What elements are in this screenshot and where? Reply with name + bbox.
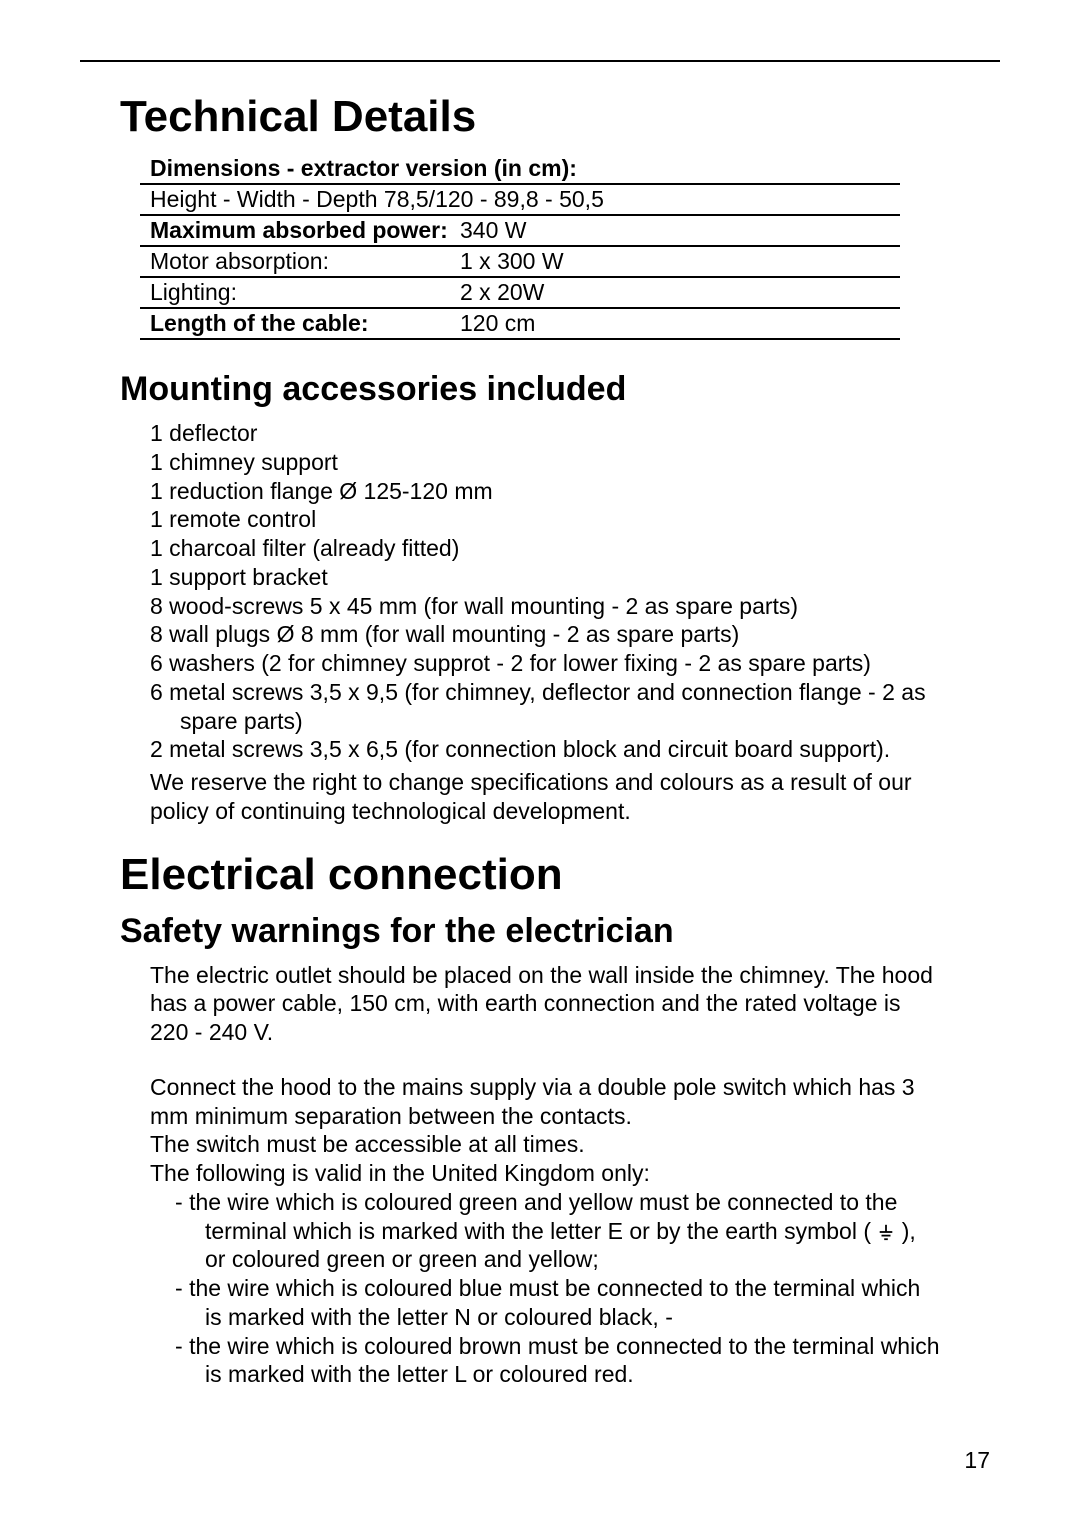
heading-safety-warnings: Safety warnings for the electrician [120,912,1000,951]
dash: - [175,1333,189,1359]
ground-icon [877,1223,895,1241]
list-item: 1 support bracket [150,563,940,592]
spec-motor-label: Motor absorption: [150,248,460,275]
list-item: 6 washers (2 for chimney supprot - 2 for… [150,649,940,678]
safety-para-1: The electric outlet should be placed on … [150,961,940,1047]
page: Technical Details Dimensions - extractor… [0,0,1080,1529]
safety-para-2b: The switch must be accessible at all tim… [150,1131,585,1157]
safety-para-2: Connect the hood to the mains supply via… [150,1073,940,1188]
spec-dimensions-label: Dimensions - extractor version (in cm): [150,155,577,182]
accessories-list: 1 deflector 1 chimney support 1 reductio… [150,419,940,764]
spec-row-maxpower: Maximum absorbed power: 340 W [140,216,900,247]
spec-row-dimensions-label: Dimensions - extractor version (in cm): [140,154,900,185]
safety-bullet-1-text-a: the wire which is coloured green and yel… [189,1189,897,1244]
spec-motor-value: 1 x 300 W [460,248,564,275]
spec-maxpower-label: Maximum absorbed power: [150,217,460,244]
safety-bullet-2-text: the wire which is coloured blue must be … [189,1275,920,1330]
spec-row-cable: Length of the cable: 120 cm [140,309,900,340]
content-frame: Technical Details Dimensions - extractor… [80,60,1000,1389]
heading-technical-details: Technical Details [120,92,1000,142]
list-item: 1 reduction flange Ø 125-120 mm [150,477,940,506]
safety-para-2a: Connect the hood to the mains supply via… [150,1074,915,1129]
safety-bullet-1: - the wire which is coloured green and y… [150,1188,940,1274]
list-item: 8 wood-screws 5 x 45 mm (for wall mounti… [150,592,940,621]
safety-bullet-2: - the wire which is coloured blue must b… [150,1274,940,1332]
list-item: 1 charcoal filter (already fitted) [150,534,940,563]
list-item: 1 remote control [150,505,940,534]
accessories-note: We reserve the right to change specifica… [150,768,940,826]
list-item: 6 metal screws 3,5 x 9,5 (for chimney, d… [150,678,940,736]
spec-row-lighting: Lighting: 2 x 20W [140,278,900,309]
list-item: 1 chimney support [150,448,940,477]
list-item: 1 deflector [150,419,940,448]
safety-bullet-3: - the wire which is coloured brown must … [150,1332,940,1390]
spec-cable-value: 120 cm [460,310,535,337]
spec-table: Dimensions - extractor version (in cm): … [140,154,900,340]
list-item: 8 wall plugs Ø 8 mm (for wall mounting -… [150,620,940,649]
spec-row-motor: Motor absorption: 1 x 300 W [140,247,900,278]
spec-lighting-value: 2 x 20W [460,279,544,306]
spec-lighting-label: Lighting: [150,279,460,306]
safety-bullet-list: - the wire which is coloured green and y… [150,1188,940,1389]
spec-maxpower-value: 340 W [460,217,526,244]
heading-mounting-accessories: Mounting accessories included [120,370,1000,409]
heading-electrical-connection: Electrical connection [120,850,1000,900]
list-item: 2 metal screws 3,5 x 6,5 (for connection… [150,735,940,764]
spec-row-dimensions-value: Height - Width - Depth 78,5/120 - 89,8 -… [140,185,900,216]
spec-dimensions-value: Height - Width - Depth 78,5/120 - 89,8 -… [150,186,604,213]
safety-bullet-3-text: the wire which is coloured brown must be… [189,1333,939,1388]
safety-para-2c: The following is valid in the United Kin… [150,1160,650,1186]
dash: - [175,1275,189,1301]
page-number: 17 [964,1447,990,1474]
spec-cable-label: Length of the cable: [150,310,460,337]
dash: - [175,1189,189,1215]
